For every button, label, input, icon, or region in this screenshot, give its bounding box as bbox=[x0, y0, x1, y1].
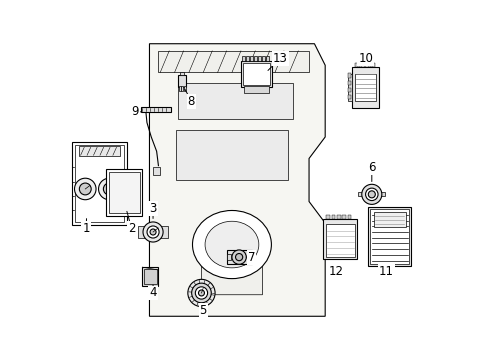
Circle shape bbox=[195, 287, 207, 299]
Bar bbox=[351, 67, 378, 108]
Bar bbox=[140, 107, 171, 112]
Text: 4: 4 bbox=[149, 287, 157, 300]
Text: 5: 5 bbox=[199, 305, 206, 318]
Bar bbox=[158, 51, 308, 72]
Text: 11: 11 bbox=[378, 265, 393, 278]
Bar bbox=[176, 130, 287, 180]
Bar bbox=[181, 86, 183, 91]
Bar bbox=[258, 56, 261, 61]
Bar bbox=[347, 215, 351, 220]
Bar bbox=[178, 83, 292, 119]
Bar bbox=[354, 74, 375, 101]
Bar bbox=[371, 63, 374, 67]
Bar bbox=[244, 86, 268, 93]
Text: 7: 7 bbox=[247, 251, 255, 264]
Bar bbox=[336, 215, 340, 220]
Bar bbox=[74, 145, 124, 222]
Bar bbox=[367, 63, 370, 67]
Bar bbox=[246, 56, 249, 61]
Bar bbox=[348, 88, 351, 92]
Bar bbox=[226, 254, 231, 260]
Bar bbox=[347, 74, 352, 101]
Bar bbox=[323, 220, 357, 259]
Bar bbox=[367, 207, 410, 266]
Bar bbox=[109, 172, 140, 213]
Bar bbox=[241, 61, 272, 87]
Circle shape bbox=[103, 183, 115, 195]
Bar bbox=[137, 226, 168, 238]
Circle shape bbox=[150, 229, 156, 235]
Bar bbox=[325, 215, 329, 220]
Polygon shape bbox=[149, 44, 325, 316]
Bar bbox=[106, 169, 142, 216]
Bar bbox=[152, 167, 160, 175]
Circle shape bbox=[365, 188, 377, 201]
Bar bbox=[180, 72, 184, 75]
Bar bbox=[265, 56, 268, 61]
Bar bbox=[357, 192, 362, 197]
Bar bbox=[354, 63, 357, 67]
Bar bbox=[179, 86, 180, 91]
Bar bbox=[373, 212, 405, 226]
Circle shape bbox=[361, 184, 381, 204]
Text: 9: 9 bbox=[131, 105, 139, 118]
Bar bbox=[262, 56, 264, 61]
Circle shape bbox=[367, 191, 375, 198]
Bar bbox=[348, 73, 351, 78]
Circle shape bbox=[79, 183, 91, 195]
Bar bbox=[72, 142, 127, 225]
Text: 12: 12 bbox=[328, 265, 343, 278]
Circle shape bbox=[198, 290, 204, 296]
Circle shape bbox=[99, 178, 120, 200]
Bar bbox=[242, 56, 244, 61]
Circle shape bbox=[74, 178, 96, 200]
Text: 6: 6 bbox=[367, 161, 375, 174]
Bar bbox=[79, 146, 120, 156]
Bar bbox=[342, 215, 346, 220]
Ellipse shape bbox=[204, 221, 258, 268]
Bar bbox=[381, 192, 385, 197]
Bar bbox=[331, 215, 335, 220]
Bar bbox=[247, 254, 251, 260]
Text: 1: 1 bbox=[82, 222, 90, 235]
Bar bbox=[359, 63, 362, 67]
Bar bbox=[348, 95, 351, 99]
Bar bbox=[142, 267, 158, 286]
Bar bbox=[243, 63, 270, 85]
Bar bbox=[178, 75, 185, 87]
Text: 10: 10 bbox=[358, 51, 372, 64]
Circle shape bbox=[142, 222, 163, 242]
Bar bbox=[143, 269, 157, 284]
Circle shape bbox=[231, 250, 246, 264]
Text: 13: 13 bbox=[272, 51, 287, 64]
Text: 3: 3 bbox=[149, 202, 157, 215]
Bar bbox=[363, 63, 366, 67]
Text: 2: 2 bbox=[127, 222, 135, 235]
Circle shape bbox=[187, 279, 215, 307]
Bar bbox=[325, 224, 355, 257]
Circle shape bbox=[147, 226, 159, 238]
Polygon shape bbox=[201, 237, 262, 295]
Bar bbox=[183, 86, 185, 91]
Bar bbox=[348, 81, 351, 85]
Circle shape bbox=[191, 283, 211, 303]
Bar bbox=[254, 56, 257, 61]
Bar bbox=[250, 56, 253, 61]
Text: 8: 8 bbox=[187, 95, 195, 108]
Bar bbox=[226, 250, 251, 264]
Ellipse shape bbox=[192, 211, 271, 279]
Bar bbox=[369, 209, 408, 264]
Circle shape bbox=[235, 253, 242, 261]
